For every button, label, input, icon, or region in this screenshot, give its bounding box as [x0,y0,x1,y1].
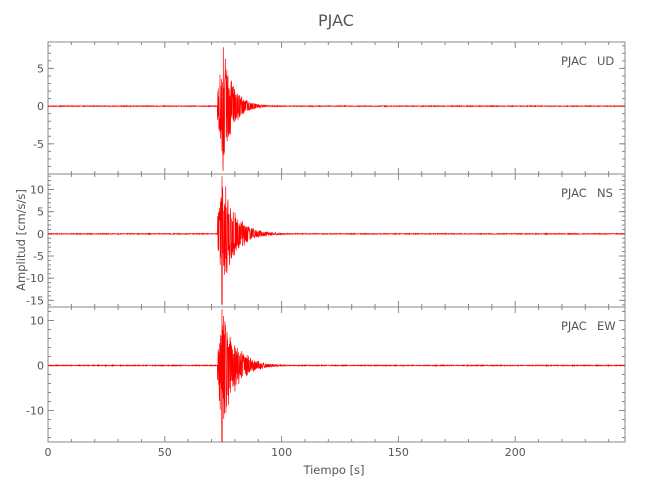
station-label: PJAC [561,319,587,333]
y-tick-label: -5 [33,250,44,263]
panel-ud: -5 0 5 PJAC UD [33,41,626,175]
x-axis-label: Tiempo [s] [302,463,364,477]
station-label: PJAC [561,186,587,200]
y-tick-label: -10 [26,272,44,285]
y-tick-label: 0 [37,360,44,373]
y-tick-label: 0 [37,100,44,113]
panel-frame [47,306,626,443]
x-tick-label: 0 [45,446,52,459]
x-tick-label: 150 [388,446,409,459]
x-tick-label: 100 [271,446,292,459]
y-tick-label: -15 [26,294,44,307]
chart-title: PJAC [318,11,354,30]
y-tick-label: 10 [30,315,44,328]
component-label: NS [597,186,613,200]
panel-frame [47,173,626,308]
panel-ns: -15 -10 -5 0 5 10 PJAC NS [26,173,626,308]
y-tick-label: -5 [33,138,44,151]
waveform-ew [47,309,626,443]
waveform-ns [47,176,626,305]
panel-frame [47,41,626,175]
waveform-ud [47,47,626,171]
component-label: EW [597,319,616,333]
panel-ew: -10 0 10 PJAC EW [26,306,626,443]
y-tick-label: 5 [37,206,44,219]
x-tick-label: 50 [158,446,172,459]
y-tick-label: 10 [30,184,44,197]
x-axis: 0 50 100 150 200 [45,446,526,459]
y-axis-label: Amplitud [cm/s/s] [14,189,28,291]
y-tick-label: 0 [37,228,44,241]
y-tick-label: -10 [26,405,44,418]
y-tick-label: 5 [37,62,44,75]
panels: -5 0 5 PJAC UD -15 -10 -5 0 5 10 PJAC NS -10 0 10 PJAC EW [26,41,626,443]
x-tick-label: 200 [505,446,526,459]
component-label: UD [597,54,614,68]
station-label: PJAC [561,54,587,68]
